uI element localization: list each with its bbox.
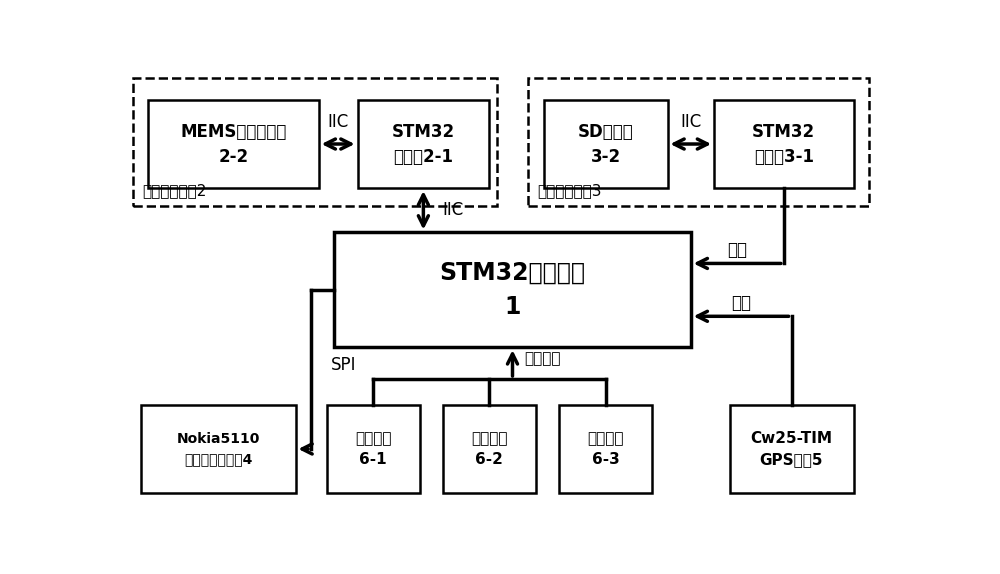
Bar [559,405,652,493]
Bar [358,100,489,188]
Text: 串口: 串口 [731,294,751,312]
Text: 数据存储模块3: 数据存储模块3 [537,183,602,198]
Bar [326,405,420,493]
Text: 薄膜按键
6-3: 薄膜按键 6-3 [587,431,624,467]
Bar [443,405,536,493]
Text: MEMS传感器组合
2-2: MEMS传感器组合 2-2 [180,122,287,165]
Text: 外部中断: 外部中断 [524,351,561,366]
Bar [133,77,497,206]
Text: 串口: 串口 [727,241,747,259]
Bar [528,77,869,206]
Bar [730,405,854,493]
Text: 薄膜按键
6-1: 薄膜按键 6-1 [355,431,391,467]
Text: SD闪存卡
3-2: SD闪存卡 3-2 [578,122,633,165]
Text: 姿态传感模块2: 姿态传感模块2 [142,183,206,198]
Bar [544,100,668,188]
Text: STM32
控制器2-1: STM32 控制器2-1 [392,122,455,165]
Text: STM32主控制器
1: STM32主控制器 1 [440,261,586,319]
Bar [148,100,319,188]
Text: STM32
控制器3-1: STM32 控制器3-1 [752,122,815,165]
Text: IIC: IIC [680,113,701,131]
Text: IIC: IIC [328,113,349,131]
Bar [140,405,296,493]
Bar [714,100,854,188]
Text: Nokia5110
单色液晶显示屏4: Nokia5110 单色液晶显示屏4 [176,432,260,466]
Text: IIC: IIC [443,201,464,219]
Text: Cw25-TIM
GPS模块5: Cw25-TIM GPS模块5 [750,431,832,467]
Text: SPI: SPI [330,356,356,374]
Bar [334,232,691,347]
Text: 薄膜按键
6-2: 薄膜按键 6-2 [471,431,508,467]
